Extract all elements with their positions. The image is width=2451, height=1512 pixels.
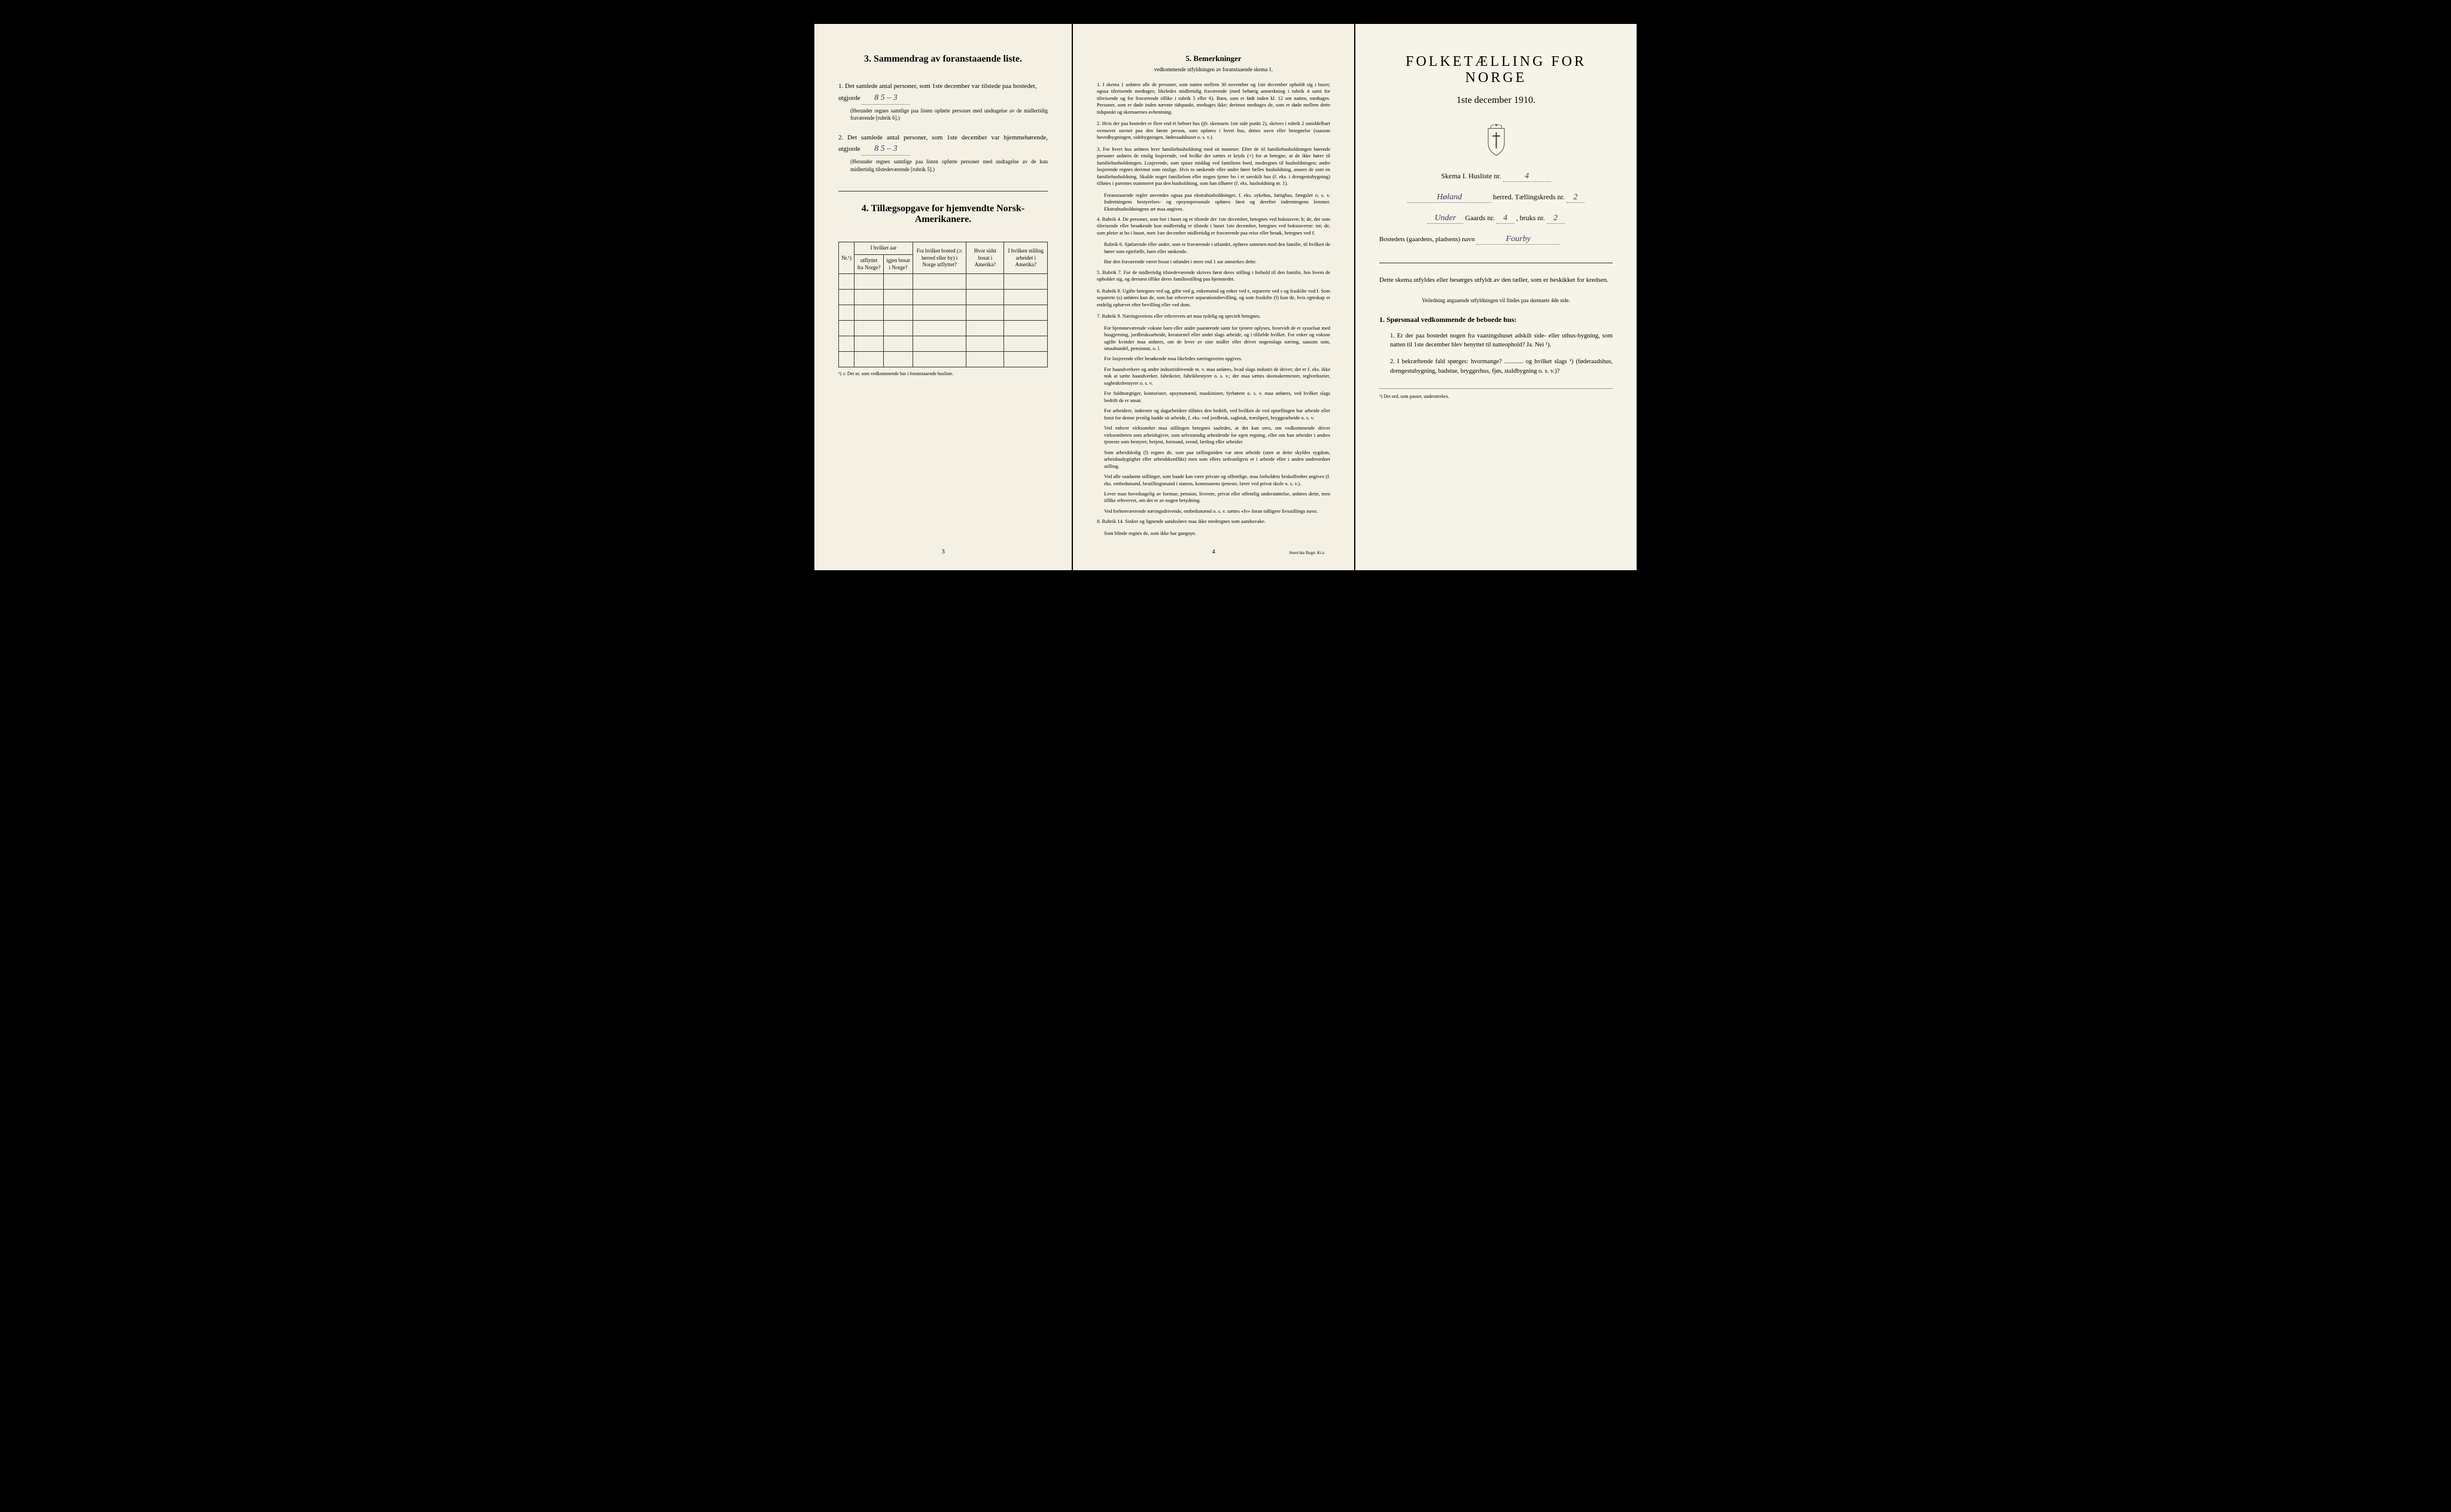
remark-4: 4. Rubrik 4. De personer, som bor i huse… bbox=[1097, 216, 1330, 236]
husliste-line: Skema I. Husliste nr. 4 bbox=[1379, 172, 1613, 182]
bruks-nr: 2 bbox=[1547, 214, 1565, 224]
remarks-sub: vedkommende utfyldningen av foranstaaend… bbox=[1097, 66, 1330, 72]
instruction-sub: Veiledning angaaende utfyldningen vil fi… bbox=[1379, 297, 1613, 303]
gaards-line: Under Gaards nr. 4 , bruks nr. 2 bbox=[1379, 214, 1613, 224]
emigrant-table: Nr.¹) I hvilket aar Fra hvilket bosted (… bbox=[838, 242, 1048, 367]
remark-7: 7. Rubrik 9. Næringsveiens eller erhverv… bbox=[1097, 313, 1330, 320]
remark-4-sub2: Har den fraværende været bosat i utlande… bbox=[1104, 258, 1330, 265]
bruks-label: , bruks nr. bbox=[1516, 214, 1545, 222]
table-row bbox=[839, 305, 1048, 321]
husliste-nr: 4 bbox=[1503, 172, 1551, 182]
remark-7-sub9: Ved forhenvæerende næringsdrivende, embe… bbox=[1104, 508, 1330, 515]
herred-label: herred. Tællingskreds nr. bbox=[1493, 193, 1565, 201]
page-4: 5. Bemerkninger vedkommende utfyldningen… bbox=[1073, 24, 1354, 570]
item1-note: (Herunder regnes samtlige paa listen opf… bbox=[850, 107, 1048, 122]
page-1-cover: FOLKETÆLLING FOR NORGE 1ste december 191… bbox=[1355, 24, 1637, 570]
th-nr: Nr.¹) bbox=[839, 242, 854, 274]
table-row bbox=[839, 274, 1048, 290]
remark-7-sub6: Som arbeidsledig (l) regnes de, som paa … bbox=[1104, 449, 1330, 470]
remark-7-sub5: Ved enhver virksomhet maa stillingen bet… bbox=[1104, 425, 1330, 445]
remark-7-sub7: Ved alle saadanne stillinger, som baade … bbox=[1104, 473, 1330, 487]
bosted-label: Bostedets (gaardens, pladsens) navn bbox=[1379, 236, 1474, 243]
remark-5: 5. Rubrik 7. For de midlertidig tilstede… bbox=[1097, 269, 1330, 283]
coat-of-arms-icon bbox=[1379, 124, 1613, 160]
section-3-title: 3. Sammendrag av foranstaaende liste. bbox=[838, 54, 1048, 69]
table-row bbox=[839, 352, 1048, 367]
remark-7-sub1: For losjerende eller besøkende maa likel… bbox=[1104, 355, 1330, 362]
herred-line: Høland herred. Tællingskreds nr. 2 bbox=[1379, 193, 1613, 203]
remark-3: 3. For hvert hus anføres hver familiehus… bbox=[1097, 146, 1330, 187]
bosted-line: Bostedets (gaardens, pladsens) navn Four… bbox=[1379, 235, 1613, 245]
remark-2: 2. Hvis der paa bostedet er flere end ét… bbox=[1097, 120, 1330, 141]
remark-8: 8. Rubrik 14. Sinker og lignende aandssl… bbox=[1097, 518, 1330, 525]
remark-3-sub: Foranstaaende regler anvendes ogsaa paa … bbox=[1104, 192, 1330, 212]
question-2: 2. I bekræftende fald spørges: hvormange… bbox=[1390, 357, 1613, 376]
remark-1: 1. I skema 1 anføres alle de personer, s… bbox=[1097, 81, 1330, 115]
summary-item-2: 2. Det samlede antal personer, som 1ste … bbox=[838, 133, 1048, 174]
remarks-title: 5. Bemerkninger bbox=[1097, 54, 1330, 63]
herred-name: Høland bbox=[1407, 193, 1491, 203]
remark-8-sub: Som blinde regnes de, som ikke har gangs… bbox=[1104, 530, 1330, 537]
remark-4-sub1: Rubrik 6. Sjøfarende eller andre, som er… bbox=[1104, 241, 1330, 255]
th-utflyttet: utflyttet fra Norge? bbox=[854, 255, 883, 274]
th-year: I hvilket aar bbox=[854, 242, 913, 255]
table-row bbox=[839, 290, 1048, 305]
table-footnote: ¹) ɔ: Det nr. som vedkommende har i fora… bbox=[838, 371, 1048, 376]
remark-7-sub2: For haandverkere og andre industridriven… bbox=[1104, 366, 1330, 387]
q1-text: 1. Er der paa bostedet nogen fra vaaning… bbox=[1390, 333, 1613, 349]
instruction-main: Dette skema utfyldes eller besørges utfy… bbox=[1379, 275, 1613, 285]
item2-value: 8 5 – 3 bbox=[862, 142, 910, 156]
kreds-nr: 2 bbox=[1567, 193, 1585, 203]
gaards-label: Gaards nr. bbox=[1465, 214, 1494, 222]
th-stilling: I hvilken stilling arbeidet i Amerika? bbox=[1004, 242, 1048, 274]
page-3: 3. Sammendrag av foranstaaende liste. 1.… bbox=[814, 24, 1072, 570]
skema-label: Skema I. Husliste nr. bbox=[1441, 172, 1501, 180]
th-bosat: igjen bosat i Norge? bbox=[884, 255, 913, 274]
main-title: FOLKETÆLLING FOR NORGE bbox=[1379, 54, 1613, 86]
item1-value: 8 5 – 3 bbox=[862, 92, 910, 105]
prefix-word: Under bbox=[1427, 214, 1463, 224]
gaards-nr: 4 bbox=[1497, 214, 1515, 224]
table-row bbox=[839, 336, 1048, 352]
page-number-3: 3 bbox=[814, 548, 1072, 555]
question-1: 1. Er der paa bostedet nogen fra vaaning… bbox=[1390, 331, 1613, 351]
th-amerika: Hvor sidst bosat i Amerika? bbox=[966, 242, 1004, 274]
remark-7-sub0: For hjemmeværende voksne barn eller andr… bbox=[1104, 325, 1330, 352]
remark-7-sub4: For arbeidere, inderster og dagarbeidere… bbox=[1104, 407, 1330, 421]
printer-mark: Steen'ske Bogtr. Kr.a bbox=[1289, 550, 1324, 555]
remark-7-sub3: For fuldmægtiger, kontorister, opsynsmæn… bbox=[1104, 390, 1330, 404]
item2-note: (Herunder regnes samtlige paa listen opf… bbox=[850, 158, 1048, 173]
question-header: 1. Spørsmaal vedkommende de beboede hus: bbox=[1379, 315, 1613, 324]
bosted-name: Fourby bbox=[1476, 235, 1560, 245]
subtitle: 1ste december 1910. bbox=[1379, 95, 1613, 106]
table-row bbox=[839, 321, 1048, 336]
remark-7-sub8: Lever man hovedsagelig av formue, pensio… bbox=[1104, 491, 1330, 504]
summary-item-1: 1. Det samlede antal personer, som 1ste … bbox=[838, 81, 1048, 122]
item1-text: 1. Det samlede antal personer, som 1ste … bbox=[838, 83, 1036, 90]
remark-6: 6. Rubrik 8. Ugifte betegnes ved ug, gif… bbox=[1097, 288, 1330, 308]
th-bosted: Fra hvilket bosted (ɔ: herred eller by) … bbox=[913, 242, 966, 274]
item1-label: utgjorde bbox=[838, 95, 860, 102]
footnote: ¹) Det ord, som passer, understrekes. bbox=[1379, 388, 1613, 399]
census-document: 3. Sammendrag av foranstaaende liste. 1.… bbox=[814, 24, 1637, 570]
section-4-title: 4. Tillægsopgave for hjemvendte Norsk-Am… bbox=[838, 203, 1048, 230]
